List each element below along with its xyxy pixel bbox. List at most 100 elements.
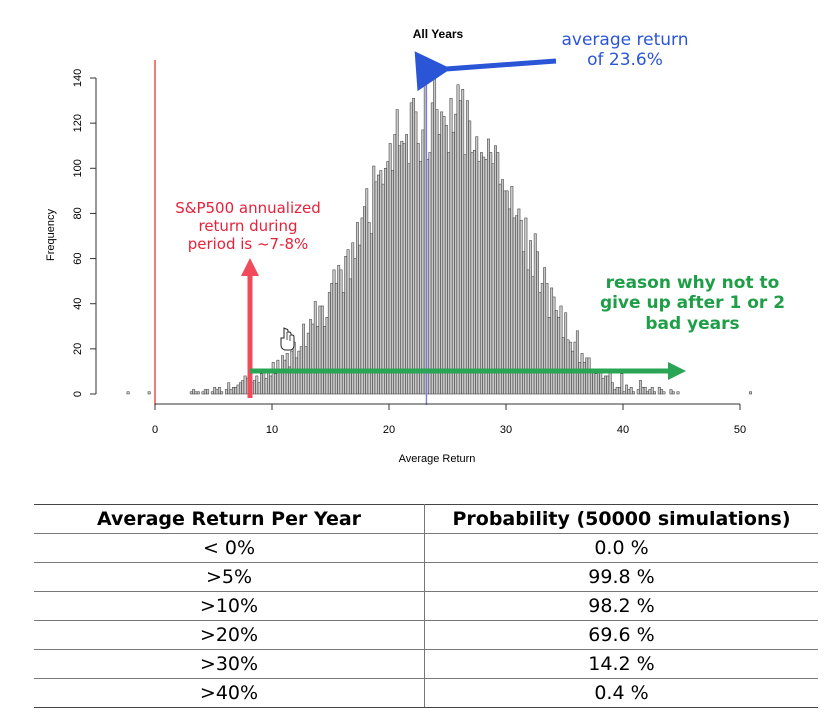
histogram-chart: All Years 0 10 20 30 40 50020406080100120140 …	[45, 27, 752, 465]
histogram-bar	[332, 269, 336, 395]
histogram-bar	[409, 102, 413, 395]
histogram-bar	[512, 217, 516, 395]
table-cell: >20%	[34, 620, 425, 650]
sp500-annotation-line: S&P500 annualized	[175, 199, 321, 217]
histogram-bar	[213, 386, 217, 395]
average-return-annotation-line: average return	[561, 30, 689, 50]
average-arrow	[414, 51, 557, 92]
histogram-bar	[550, 287, 554, 395]
hand-pointer-icon	[280, 327, 295, 351]
table-row: < 0% 0.0 %	[34, 533, 818, 563]
histogram-bar	[278, 371, 282, 395]
reason-annotation: reason why not to give up after 1 or 2 b…	[575, 273, 810, 334]
average-return-annotation: average return of 23.6%	[540, 30, 710, 71]
histogram-bar	[468, 120, 472, 395]
histogram-bar	[377, 174, 380, 395]
reference-lines	[154, 60, 428, 405]
histogram-bar	[559, 305, 563, 395]
sp500-arrow	[241, 258, 259, 398]
histogram-bar	[374, 181, 378, 395]
histogram-bar	[491, 163, 495, 395]
histogram-bar	[236, 384, 240, 395]
y-tick-label: 0	[72, 391, 84, 397]
histogram-bar	[267, 371, 270, 395]
histogram-bar	[482, 156, 486, 395]
histogram-bar	[636, 389, 640, 395]
histogram-bar	[391, 170, 394, 395]
table-row: >10% 98.2 %	[34, 591, 818, 621]
histogram-bar	[398, 145, 401, 395]
histogram-bar	[353, 258, 357, 395]
histogram-bar	[458, 100, 462, 395]
histogram-bar	[428, 152, 432, 395]
histogram-bar	[580, 353, 584, 395]
table-cell: >40%	[34, 678, 425, 708]
histogram-bar	[365, 188, 369, 395]
histogram-bar	[241, 380, 245, 395]
table-cell: 14.2 %	[424, 649, 818, 679]
histogram-bar	[325, 317, 329, 395]
histogram-bar	[648, 389, 652, 395]
histogram-bar	[540, 283, 544, 395]
histogram-bar	[367, 222, 371, 395]
histogram-bar	[573, 341, 577, 395]
sp500-annotation-line: return during	[198, 217, 298, 235]
reason-annotation-line: reason why not to	[605, 273, 780, 293]
histogram-bar	[494, 145, 497, 395]
histogram-bar	[269, 375, 273, 395]
histogram-bar	[412, 98, 415, 395]
histogram-bar	[217, 386, 221, 395]
histogram-bar	[611, 382, 614, 395]
histogram-bar	[395, 109, 399, 395]
histogram-bar	[594, 373, 598, 395]
table-header-return: Average Return Per Year	[34, 504, 425, 534]
histogram-bar	[384, 168, 387, 395]
table-row: >5% 99.8 %	[34, 562, 818, 592]
histogram-bar	[302, 323, 306, 395]
histogram-bar	[519, 219, 523, 395]
histogram-bar	[463, 154, 467, 395]
histogram-bar	[437, 134, 441, 395]
histogram-bar	[271, 362, 275, 395]
histogram-bar	[451, 131, 455, 395]
histogram-bar	[496, 152, 500, 395]
histogram-bar	[676, 391, 680, 395]
histogram-bar	[355, 222, 359, 395]
histogram-bar	[629, 386, 633, 395]
histogram-bar	[360, 217, 364, 395]
histogram-bar	[421, 129, 425, 395]
histogram-bars	[126, 70, 752, 395]
histogram-bar	[653, 391, 657, 395]
histogram-bar	[613, 389, 617, 395]
histogram-bar	[526, 269, 530, 395]
x-tick-label: 10	[266, 424, 278, 436]
histogram-bar	[639, 380, 642, 395]
histogram-bar	[264, 377, 268, 395]
histogram-bar	[543, 267, 547, 395]
histogram-bar	[253, 380, 256, 395]
histogram-bar	[318, 305, 322, 395]
histogram-bar	[454, 113, 458, 395]
histogram-bar	[220, 391, 224, 395]
table-header-row: Average Return Per Year Probability (500…	[34, 504, 818, 534]
histogram-bar	[416, 143, 420, 395]
histogram-bar	[257, 382, 261, 395]
average-return-annotation-line: of 23.6%	[587, 50, 663, 71]
table-cell: >10%	[34, 591, 425, 621]
histogram-bar	[407, 163, 411, 395]
histogram-bar	[578, 362, 582, 395]
histogram-bar	[632, 391, 635, 395]
histogram-bar	[414, 111, 418, 395]
table-cell: 98.2 %	[424, 591, 818, 621]
histogram-bar	[662, 391, 666, 395]
histogram-bar	[203, 389, 207, 395]
histogram-bar	[433, 70, 437, 395]
histogram-bar	[320, 305, 324, 395]
y-tick-label: 20	[72, 343, 84, 355]
histogram-bar	[480, 152, 483, 395]
histogram-bar	[531, 276, 535, 395]
table-header-probability: Probability (50000 simulations)	[424, 504, 818, 534]
histogram-bar	[622, 391, 626, 395]
histogram-bar	[501, 179, 504, 395]
histogram-bar	[274, 373, 277, 395]
